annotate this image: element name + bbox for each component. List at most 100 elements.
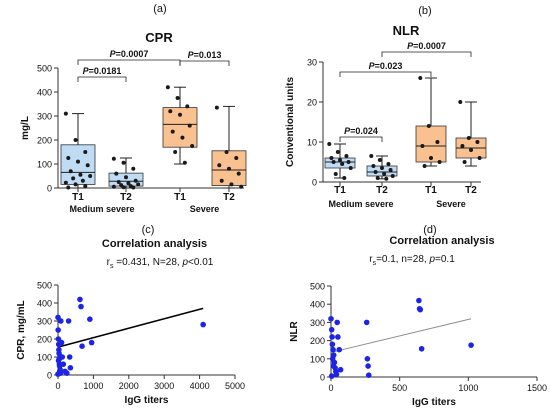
x-tick-label: 0 xyxy=(55,381,60,391)
significance-bracket: P=0.013 xyxy=(179,50,230,66)
p-value-label: P=0.0007 xyxy=(407,41,446,51)
scatter-point xyxy=(79,343,85,350)
box-1 xyxy=(108,156,144,190)
data-point xyxy=(469,148,473,152)
y-tick-label: 20 xyxy=(307,98,317,108)
data-point xyxy=(390,174,395,178)
significance-bracket: P=0.0181 xyxy=(77,66,127,82)
data-point xyxy=(63,111,68,116)
p-value: =0.013 xyxy=(194,50,222,60)
p-value-label: P=0.024 xyxy=(344,126,378,136)
data-point xyxy=(217,163,222,168)
data-point xyxy=(180,135,185,140)
scatter-point xyxy=(88,339,95,346)
scatter-point xyxy=(58,339,65,346)
scatter-point xyxy=(416,297,422,304)
data-point xyxy=(418,76,423,80)
data-point xyxy=(477,156,482,160)
data-point xyxy=(131,166,136,171)
x-tick-label: T1 xyxy=(72,192,84,203)
scatter-point xyxy=(418,345,425,352)
chart-title: NLR xyxy=(393,23,420,38)
y-tick-label: 500 xyxy=(310,282,325,292)
data-point xyxy=(346,160,351,164)
p-value: =0.0181 xyxy=(89,66,122,76)
scatter-point xyxy=(335,334,341,340)
x-tick-label: T2 xyxy=(376,185,388,196)
data-point xyxy=(344,154,349,158)
data-point xyxy=(126,181,131,186)
data-point xyxy=(165,85,170,90)
data-point xyxy=(187,123,192,128)
x-tick-label: T2 xyxy=(120,192,132,203)
p-symbol: P xyxy=(83,66,90,76)
data-point xyxy=(173,150,178,154)
y-tick-label: 500 xyxy=(37,281,52,291)
data-point xyxy=(377,158,382,162)
data-point xyxy=(63,180,68,185)
scatter-point xyxy=(87,316,93,323)
box-iqr xyxy=(60,144,96,185)
y-axis-label: CPR, mg/mL xyxy=(16,300,27,359)
data-point xyxy=(71,176,76,181)
stat-p-value: =0.1 xyxy=(435,254,455,265)
data-point xyxy=(83,150,88,154)
data-point xyxy=(466,136,471,140)
y-tick-label: 300 xyxy=(37,112,52,122)
significance-bracket: P=0.023 xyxy=(339,61,432,77)
data-point xyxy=(335,150,340,154)
scatter-point xyxy=(334,319,340,326)
chart-title: CPR xyxy=(145,30,173,45)
data-point xyxy=(229,182,234,187)
y-tick-label: 10 xyxy=(307,138,317,148)
panel-label: (a) xyxy=(153,3,166,15)
scatter-point xyxy=(60,361,67,368)
y-tick-label: 0 xyxy=(312,178,317,188)
scatter-point xyxy=(77,296,83,303)
stat-r-subscript: s xyxy=(110,263,114,270)
y-axis-label: NLR xyxy=(289,320,300,341)
scatter-point xyxy=(329,341,336,348)
x-tick-label: T1 xyxy=(334,185,346,196)
y-tick-label: 400 xyxy=(310,300,325,310)
x-tick-label: T1 xyxy=(174,192,186,203)
p-value-label: P=0.013 xyxy=(188,50,222,60)
data-point xyxy=(475,140,480,144)
data-point xyxy=(170,129,175,134)
scatter-point xyxy=(67,365,74,371)
data-point xyxy=(214,105,219,110)
scatter-point xyxy=(364,356,371,362)
y-axis-label: mg/L xyxy=(20,116,31,140)
data-point xyxy=(460,144,465,148)
x-tick-label: 1000 xyxy=(83,381,103,391)
scatter-point xyxy=(66,354,73,360)
data-point xyxy=(178,112,182,117)
scatter-point xyxy=(363,319,370,326)
data-point xyxy=(78,172,83,177)
scatter-panel-d: (d)Correlation analysis rs=0.1, n=28, p=0… xyxy=(289,224,547,408)
x-tick-label: 1000 xyxy=(458,383,478,393)
stat-p-symbol: p xyxy=(181,257,188,268)
p-value-label: P=0.0181 xyxy=(83,66,122,76)
stat-r: r xyxy=(369,254,373,265)
data-point xyxy=(348,166,353,170)
data-point xyxy=(462,160,467,164)
data-point xyxy=(338,158,342,162)
chart-title: Correlation analysis xyxy=(389,235,494,247)
significance-bracket: P=0.0007 xyxy=(381,41,472,57)
data-point xyxy=(327,142,332,146)
p-value: =0.023 xyxy=(375,61,403,71)
data-point xyxy=(124,175,128,180)
data-point xyxy=(384,176,389,181)
data-point xyxy=(224,150,229,154)
stat-values: =0.431, N=28, xyxy=(114,257,183,268)
data-point xyxy=(73,182,78,187)
data-point xyxy=(388,168,393,172)
data-point xyxy=(342,176,347,180)
data-point xyxy=(111,184,116,189)
data-point xyxy=(168,109,173,114)
x-tick-label: 0 xyxy=(328,383,333,393)
p-symbol: P xyxy=(344,126,351,136)
scatter-point xyxy=(64,370,70,377)
